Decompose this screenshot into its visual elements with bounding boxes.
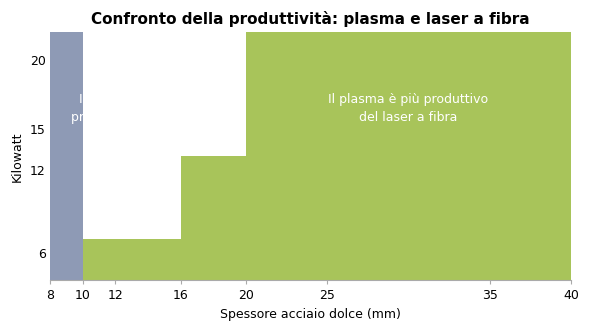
Title: Confronto della produttività: plasma e laser a fibra: Confronto della produttività: plasma e l… bbox=[91, 11, 530, 27]
Polygon shape bbox=[50, 33, 245, 280]
X-axis label: Spessore acciaio dolce (mm): Spessore acciaio dolce (mm) bbox=[220, 308, 401, 321]
Y-axis label: Kilowatt: Kilowatt bbox=[11, 131, 24, 182]
Polygon shape bbox=[83, 33, 571, 280]
Text: Il plasma è più produttivo
del laser a fibra: Il plasma è più produttivo del laser a f… bbox=[328, 93, 489, 124]
Text: Il laser a fibra è più
produttivo del plasma: Il laser a fibra è più produttivo del pl… bbox=[71, 93, 208, 124]
